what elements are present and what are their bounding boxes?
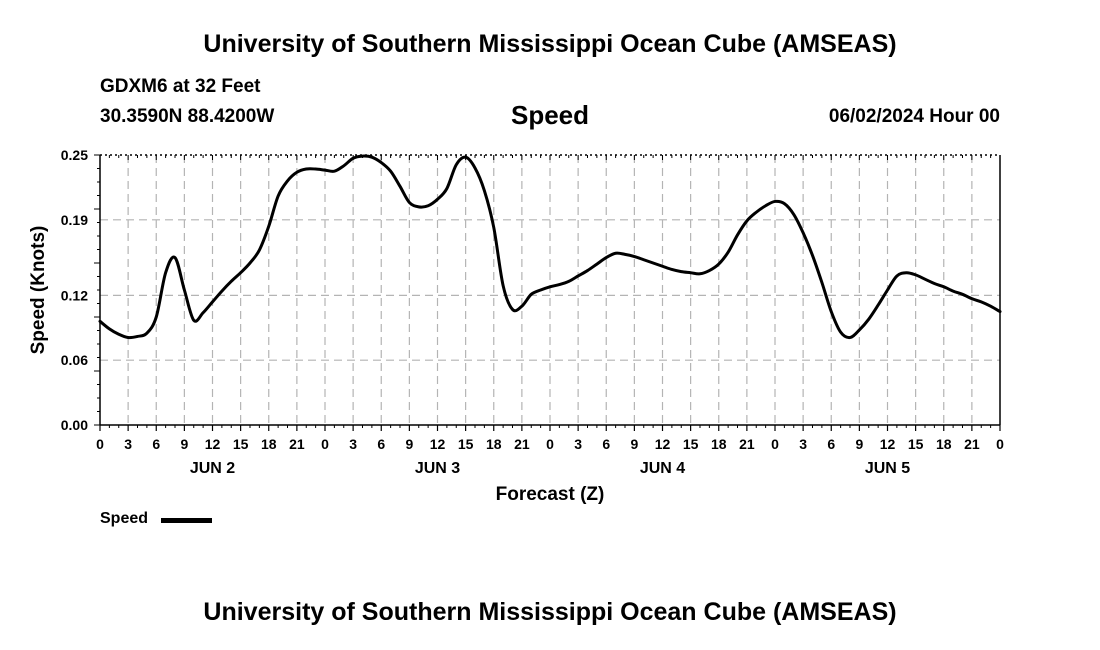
x-tick-label: 3 xyxy=(349,436,357,452)
y-tick-label: 0.12 xyxy=(61,287,88,303)
x-tick-label: 18 xyxy=(711,436,727,452)
x-tick-label: 0 xyxy=(771,436,779,452)
x-tick-label: 12 xyxy=(430,436,446,452)
x-tick-label: 15 xyxy=(233,436,249,452)
y-tick-label: 0.06 xyxy=(61,352,88,368)
x-tick-label: 21 xyxy=(289,436,305,452)
x-tick-label: 21 xyxy=(514,436,530,452)
x-axis-title: Forecast (Z) xyxy=(496,484,605,505)
y-tick-label: 0.19 xyxy=(61,212,88,228)
y-tick-label: 0.25 xyxy=(61,147,88,163)
legend-swatch xyxy=(161,518,212,523)
x-tick-label: 15 xyxy=(683,436,699,452)
y-axis-title: Speed (Knots) xyxy=(28,226,49,355)
coordinates-label: 30.3590N 88.4200W xyxy=(100,106,275,127)
x-tick-label: 9 xyxy=(630,436,638,452)
x-tick-label: 15 xyxy=(908,436,924,452)
x-tick-label: 6 xyxy=(152,436,160,452)
x-tick-label: 3 xyxy=(124,436,132,452)
x-tick-label: 15 xyxy=(458,436,474,452)
day-label: JUN 3 xyxy=(415,460,460,477)
x-tick-label: 6 xyxy=(377,436,385,452)
station-label: GDXM6 at 32 Feet xyxy=(100,76,261,97)
x-tick-label: 18 xyxy=(261,436,277,452)
x-tick-label: 0 xyxy=(546,436,554,452)
legend-label: Speed xyxy=(100,510,149,527)
x-tick-label: 0 xyxy=(996,436,1004,452)
x-tick-label: 6 xyxy=(602,436,610,452)
x-tick-label: 9 xyxy=(405,436,413,452)
x-tick-label: 3 xyxy=(574,436,582,452)
x-tick-label: 0 xyxy=(321,436,329,452)
date-label: 06/02/2024 Hour 00 xyxy=(828,106,1000,127)
chart-title: University of Southern Mississippi Ocean… xyxy=(203,30,897,58)
x-tick-label: 18 xyxy=(486,436,502,452)
x-tick-label: 12 xyxy=(205,436,221,452)
day-label: JUN 2 xyxy=(190,460,235,477)
x-tick-label: 12 xyxy=(880,436,896,452)
x-tick-label: 3 xyxy=(799,436,807,452)
day-label: JUN 5 xyxy=(865,460,910,477)
x-tick-label: 6 xyxy=(827,436,835,452)
x-tick-label: 21 xyxy=(739,436,755,452)
speed-series-line xyxy=(98,154,1002,340)
variable-title: Speed xyxy=(510,100,590,130)
x-tick-label: 0 xyxy=(96,436,104,452)
footer-title: University of Southern Mississippi Ocean… xyxy=(203,598,897,626)
x-tick-label: 12 xyxy=(655,436,671,452)
x-tick-label: 9 xyxy=(180,436,188,452)
y-tick-label: 0.00 xyxy=(61,417,88,433)
x-tick-label: 18 xyxy=(936,436,952,452)
x-tick-label: 21 xyxy=(964,436,980,452)
x-tick-label: 9 xyxy=(855,436,863,452)
day-label: JUN 4 xyxy=(640,460,685,477)
